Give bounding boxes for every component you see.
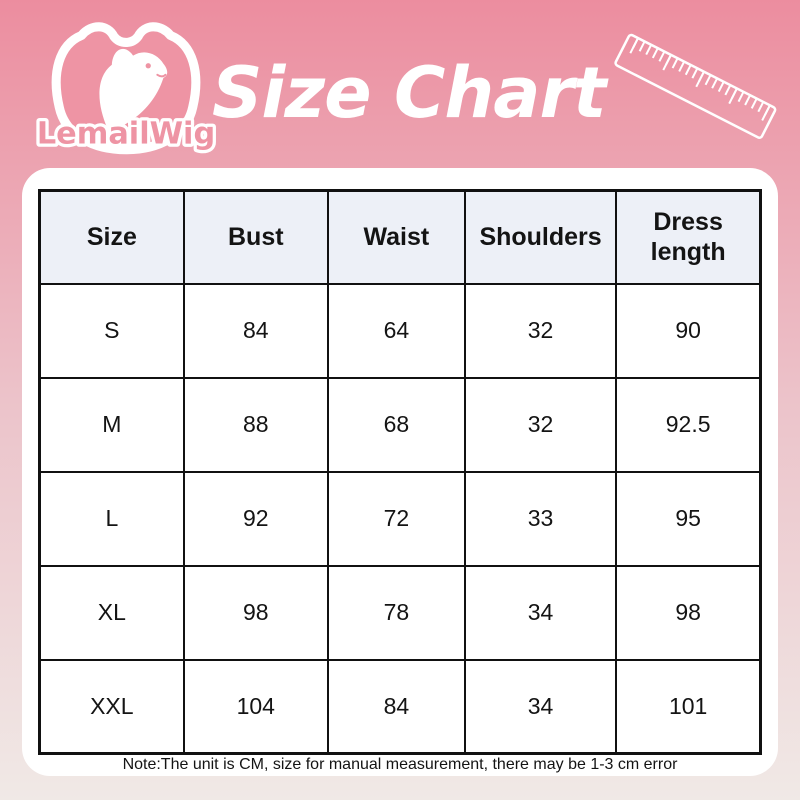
column-header-size: Size — [38, 189, 185, 285]
cell-dress-length: 98 — [615, 564, 762, 661]
table-row-xxl: XXL 104 84 34 101 — [38, 658, 762, 755]
column-header-shoulders: Shoulders — [463, 189, 618, 285]
cell-bust: 104 — [182, 658, 329, 755]
cell-waist: 84 — [326, 658, 466, 755]
page-title: Size Chart — [212, 52, 606, 134]
cell-bust: 98 — [182, 564, 329, 661]
cell-shoulders: 34 — [463, 564, 618, 661]
cell-dress-length: 92.5 — [615, 376, 762, 473]
cell-size: L — [38, 470, 185, 567]
cell-waist: 68 — [326, 376, 466, 473]
lemailwig-logo: LemailWig — [35, 22, 217, 155]
size-table: Size Bust Waist Shoulders Dress length S… — [38, 189, 762, 755]
cell-waist: 78 — [326, 564, 466, 661]
brand-wordmark: LemailWig — [37, 117, 215, 152]
column-header-waist: Waist — [326, 189, 466, 285]
cell-size: XL — [38, 564, 185, 661]
cell-bust: 84 — [182, 282, 329, 379]
table-row-m: M 88 68 32 92.5 — [38, 376, 762, 473]
ruler-icon — [614, 33, 777, 139]
cell-shoulders: 33 — [463, 470, 618, 567]
measurement-note: Note:The unit is CM, size for manual mea… — [122, 756, 678, 773]
cell-size: S — [38, 282, 185, 379]
size-chart-card: Size Bust Waist Shoulders Dress length S… — [22, 168, 778, 776]
cell-shoulders: 34 — [463, 658, 618, 755]
cell-shoulders: 32 — [463, 376, 618, 473]
cell-dress-length: 101 — [615, 658, 762, 755]
cell-shoulders: 32 — [463, 282, 618, 379]
table-row-s: S 84 64 32 90 — [38, 282, 762, 379]
cell-size: XXL — [38, 658, 185, 755]
cell-waist: 72 — [326, 470, 466, 567]
column-header-bust: Bust — [182, 189, 329, 285]
cell-dress-length: 90 — [615, 282, 762, 379]
table-row-l: L 92 72 33 95 — [38, 470, 762, 567]
cat-mascot-icon — [51, 22, 201, 155]
table-row-xl: XL 98 78 34 98 — [38, 564, 762, 661]
table-header-row: Size Bust Waist Shoulders Dress length — [38, 189, 762, 285]
cell-waist: 64 — [326, 282, 466, 379]
cell-bust: 88 — [182, 376, 329, 473]
cell-bust: 92 — [182, 470, 329, 567]
column-header-dress-length: Dress length — [615, 189, 762, 285]
cell-size: M — [38, 376, 185, 473]
cell-dress-length: 95 — [615, 470, 762, 567]
